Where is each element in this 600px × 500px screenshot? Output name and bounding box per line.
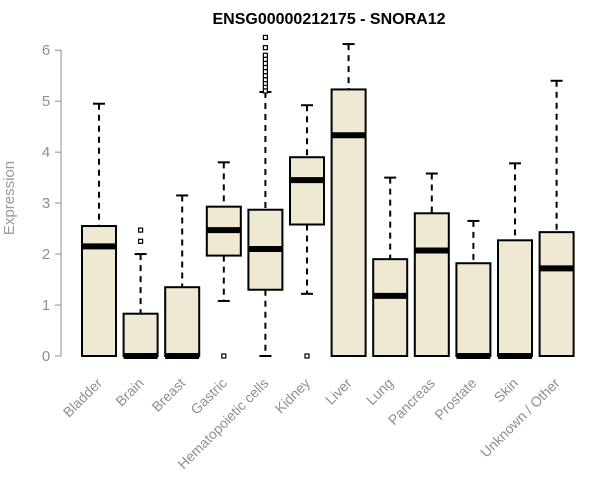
y-tick-label-6: 6 <box>42 42 50 59</box>
box-9 <box>455 262 492 357</box>
outlier-4-10 <box>262 45 268 51</box>
chart-title: ENSG00000212175 - SNORA12 <box>212 11 445 28</box>
outlier-4-11 <box>262 34 268 41</box>
box-group-7 <box>372 176 409 357</box>
category-label-2: Breast <box>148 375 188 415</box>
box-group-0 <box>81 102 117 357</box>
box-group-3 <box>205 161 242 359</box>
box-group-11 <box>538 79 575 358</box>
category-label-1: Brain <box>112 375 146 409</box>
category-label-5: Kidney <box>272 375 314 417</box>
box-8 <box>413 212 450 357</box>
box-group-8 <box>413 172 450 357</box>
category-label-9: Prostate <box>431 375 479 423</box>
outlier-1-0 <box>138 238 144 244</box>
y-tick-label-1: 1 <box>42 297 50 314</box>
category-label-10: Skin <box>491 375 522 406</box>
y-tick-label-3: 3 <box>42 195 50 212</box>
outlier-4-8 <box>262 56 268 62</box>
y-axis-label: Expression <box>1 161 18 235</box>
outlier-4-5 <box>262 68 268 75</box>
category-label-0: Bladder <box>60 375 106 421</box>
box-group-5 <box>289 104 325 359</box>
box-5 <box>289 156 325 226</box>
y-tick-label-2: 2 <box>42 246 50 263</box>
outlier-5-0 <box>304 353 310 359</box>
category-label-7: Lung <box>363 375 396 408</box>
box-10 <box>497 239 533 357</box>
category-label-6: Liver <box>322 375 355 408</box>
box-group-1 <box>122 227 159 359</box>
box-group-2 <box>164 194 201 359</box>
box-1 <box>122 312 159 358</box>
outlier-4-0 <box>262 88 268 94</box>
box-2 <box>164 286 201 357</box>
box-group-6 <box>330 43 367 357</box>
box-group-10 <box>497 162 533 359</box>
y-tick-label-4: 4 <box>42 144 50 161</box>
y-tick-label-5: 5 <box>42 93 50 110</box>
outlier-4-4 <box>262 73 268 79</box>
box-6 <box>330 88 367 357</box>
box-7 <box>372 258 409 357</box>
category-label-11: Unknown / Other <box>477 375 563 461</box>
outlier-4-3 <box>262 77 268 83</box>
outlier-1-1 <box>138 227 144 233</box>
box-group-4 <box>247 34 284 357</box>
box-group-9 <box>455 219 492 359</box>
outlier-3-0 <box>221 353 227 359</box>
outlier-4-6 <box>262 64 268 71</box>
outlier-4-9 <box>262 52 268 58</box>
y-tick-label-0: 0 <box>42 348 50 365</box>
outlier-4-7 <box>262 60 268 67</box>
box-11 <box>538 231 575 358</box>
